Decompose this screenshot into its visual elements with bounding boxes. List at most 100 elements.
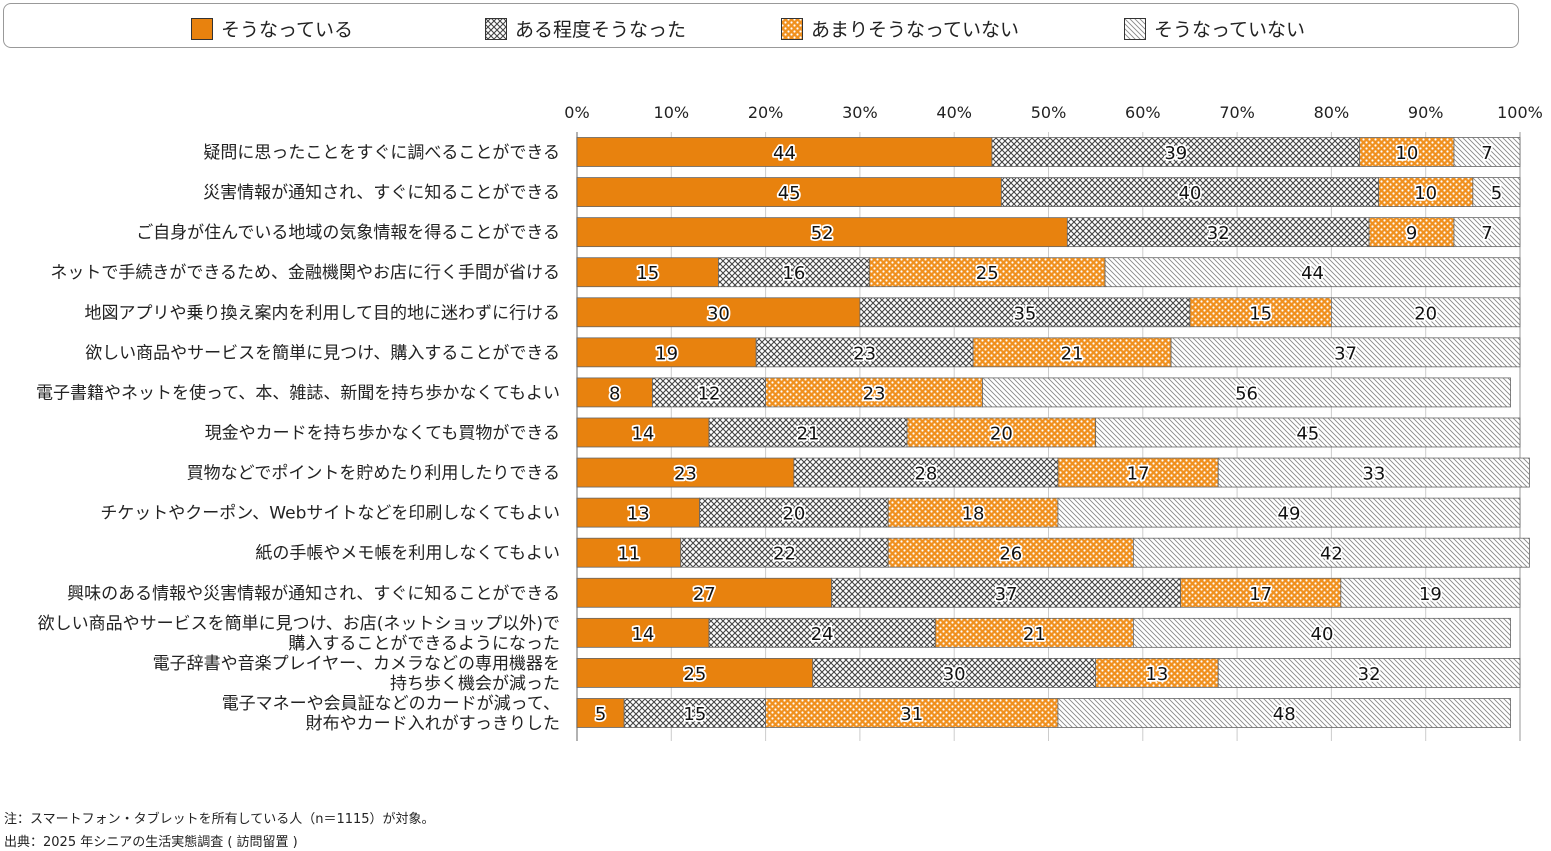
data-label: 30 — [943, 664, 966, 685]
bar-segment — [576, 698, 625, 728]
data-label: 40 — [1178, 183, 1201, 204]
bar-segment — [1359, 137, 1455, 167]
bar-segment — [652, 377, 767, 408]
bar-segment — [576, 457, 795, 488]
bar-segment — [576, 537, 682, 568]
bar-segment — [1453, 137, 1521, 167]
data-label: 52 — [811, 223, 834, 244]
bar-segment — [1378, 177, 1474, 207]
data-label: 32 — [1358, 664, 1381, 685]
x-tick-label: 90% — [1408, 103, 1444, 122]
bar-segment — [576, 617, 710, 648]
data-label: 17 — [1127, 464, 1150, 485]
data-label: 7 — [1481, 223, 1492, 244]
data-label: 10 — [1395, 143, 1418, 164]
category-label: 電子マネーや会員証などのカードが減って、 — [222, 694, 560, 714]
category-label: 持ち歩く機会が減った — [390, 674, 560, 694]
bar-segment — [576, 658, 814, 688]
data-label: 39 — [1164, 143, 1187, 164]
data-label: 20 — [782, 504, 805, 525]
bar-segment — [831, 577, 1181, 608]
category-label: ご自身が住んでいる地域の気象情報を得ることができる — [136, 223, 560, 243]
bar-segment — [1472, 177, 1521, 207]
data-label: 9 — [1406, 223, 1417, 244]
data-label: 15 — [636, 263, 659, 284]
data-label: 21 — [1023, 624, 1046, 645]
data-label: 10 — [1414, 183, 1437, 204]
legend-label: そうなっていない — [1154, 19, 1306, 41]
bar-segment — [1066, 217, 1370, 248]
bar-segment — [1057, 698, 1511, 728]
bar-segment — [1217, 457, 1530, 488]
bar-segment — [982, 377, 1511, 408]
data-label: 15 — [683, 704, 706, 725]
data-label: 23 — [853, 343, 876, 364]
category-label: ネットで手続きができるため、金融機関やお店に行く手間が省ける — [50, 263, 560, 283]
bar-segment — [1057, 457, 1219, 488]
bar-segment — [887, 537, 1134, 568]
data-label: 14 — [632, 423, 655, 444]
bar-segment — [765, 377, 983, 408]
bar-segment — [576, 217, 1068, 248]
bar-segment — [906, 417, 1097, 448]
data-label: 37 — [995, 584, 1018, 605]
legend-item: ある程度そうなった — [485, 15, 686, 42]
legend-label: あまりそうなっていない — [811, 19, 1020, 41]
data-label: 45 — [1296, 423, 1319, 444]
bar-segment — [1095, 658, 1219, 688]
data-label: 23 — [863, 383, 886, 404]
bar-segment — [708, 417, 908, 448]
category-label: 疑問に思ったことをすぐに調べることができる — [203, 143, 560, 163]
bar-segment — [708, 617, 936, 648]
data-label: 48 — [1273, 704, 1296, 725]
legend-item: そうなっている — [191, 15, 353, 42]
category-label: 買物などでポイントを貯めたり利用したりできる — [187, 464, 560, 484]
x-tick-label: 10% — [654, 103, 690, 122]
source-note: 出典：2025 年シニアの生活実態調査 ( 訪問留置 ) — [4, 835, 298, 850]
data-label: 30 — [707, 303, 730, 324]
bar-segment — [699, 497, 889, 528]
category-label: 財布やカード入れがすっきりした — [306, 714, 560, 734]
data-label: 20 — [1414, 303, 1437, 324]
data-label: 19 — [1419, 584, 1442, 605]
bar-segment — [1180, 577, 1342, 608]
bar-segment — [868, 257, 1106, 288]
bar-segment — [887, 497, 1059, 528]
bar-segment — [1057, 497, 1521, 528]
legend-label: そうなっている — [221, 19, 354, 41]
data-label: 56 — [1235, 383, 1258, 404]
bar-segment — [576, 177, 1002, 207]
data-label: 13 — [627, 504, 650, 525]
x-tick-label: 50% — [1031, 103, 1067, 122]
bar-segment — [1095, 417, 1521, 448]
bar-segment — [1170, 337, 1521, 368]
category-label: 紙の手帳やメモ帳を利用しなくてもよい — [255, 544, 560, 564]
bar-segment — [765, 698, 1059, 728]
data-label: 22 — [773, 544, 796, 565]
footnote: 注：スマートフォン・タブレットを所有している人（n＝1115）が対象。 — [4, 812, 435, 827]
bar-segment — [1132, 617, 1511, 648]
category-label: チケットやクーポン、Webサイトなどを印刷しなくてもよい — [100, 504, 560, 524]
bar-segment — [1132, 537, 1530, 568]
data-label: 20 — [990, 423, 1013, 444]
data-label: 16 — [782, 263, 805, 284]
bar-segment — [1453, 217, 1521, 248]
data-label: 25 — [683, 664, 706, 685]
legend-swatch — [1124, 17, 1146, 40]
legend-label: ある程度そうなった — [515, 19, 687, 41]
data-label: 32 — [1207, 223, 1230, 244]
x-tick-label: 0% — [564, 103, 589, 122]
data-label: 45 — [778, 183, 801, 204]
bar-segment — [623, 698, 767, 728]
bar-segment — [576, 497, 700, 528]
bar-segment — [718, 257, 870, 288]
x-tick-label: 100% — [1497, 103, 1543, 122]
data-label: 5 — [595, 704, 606, 725]
x-tick-label: 30% — [842, 103, 878, 122]
data-label: 15 — [1249, 303, 1272, 324]
bar-segment — [1189, 297, 1332, 328]
data-label: 14 — [632, 624, 655, 645]
data-label: 18 — [962, 504, 985, 525]
bar-segment — [1104, 257, 1521, 288]
data-label: 25 — [976, 263, 999, 284]
